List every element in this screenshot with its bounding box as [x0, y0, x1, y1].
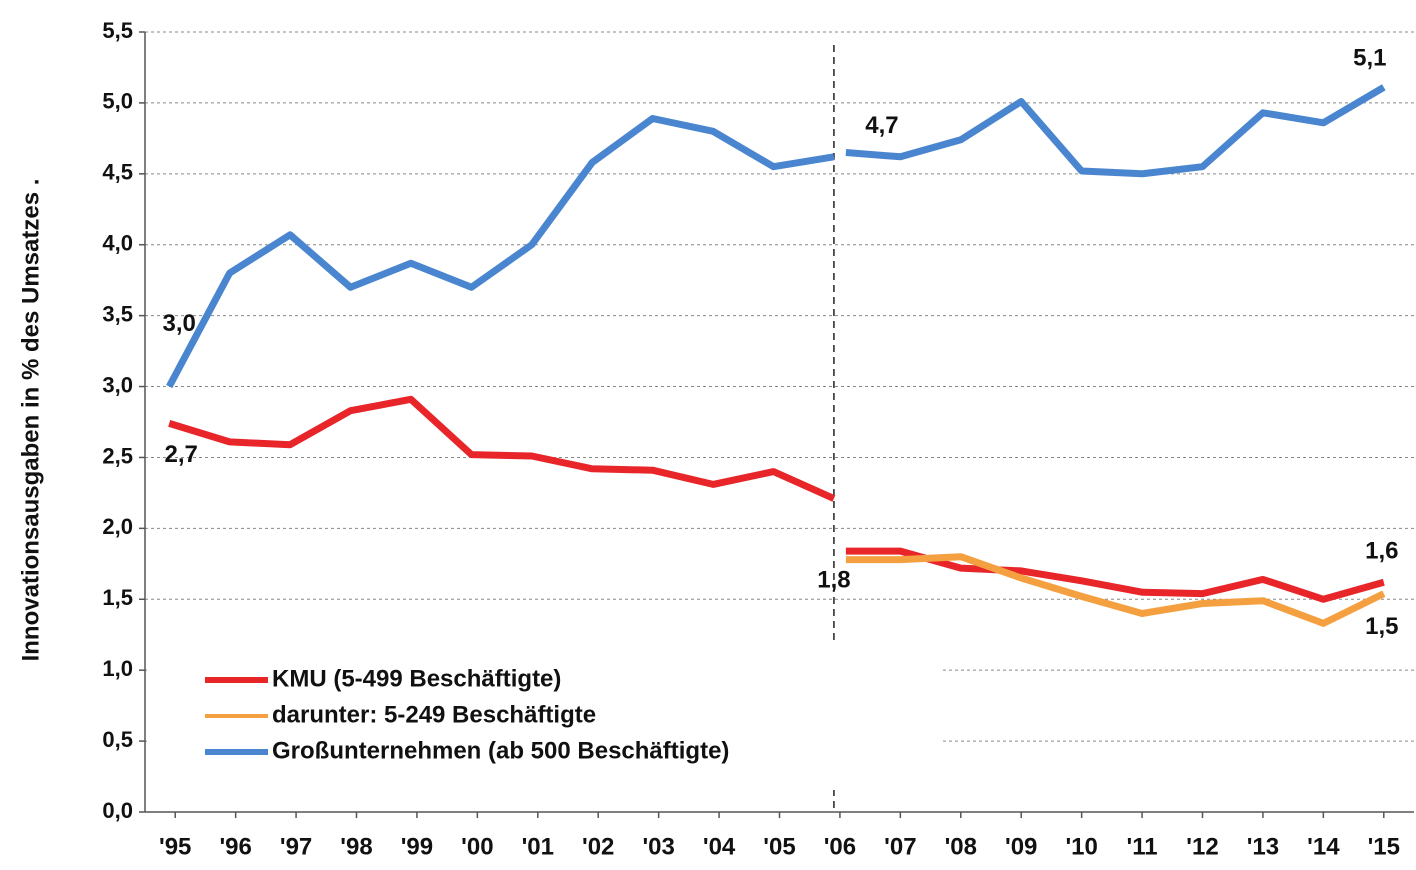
- data-label: 3,0: [163, 310, 196, 337]
- x-tick-label: '02: [582, 833, 614, 860]
- x-tick-label: '05: [763, 833, 795, 860]
- data-label: 2,7: [165, 441, 198, 468]
- legend-label: Großunternehmen (ab 500 Beschäftigte): [272, 737, 729, 764]
- x-tick-label: '97: [280, 833, 312, 860]
- x-tick-label: '09: [1005, 833, 1037, 860]
- data-label: 1,5: [1365, 613, 1398, 640]
- x-tick-label: '08: [945, 833, 977, 860]
- x-tick-label: '98: [340, 833, 372, 860]
- x-tick-label: '00: [461, 833, 493, 860]
- y-tick-label: 3,5: [102, 301, 133, 326]
- x-tick-label: '15: [1368, 833, 1400, 860]
- y-tick-label: 4,5: [102, 160, 133, 185]
- y-tick-label: 4,0: [102, 231, 133, 256]
- y-tick-label: 3,0: [102, 372, 133, 397]
- legend-label: darunter: 5-249 Beschäftigte: [272, 701, 596, 728]
- y-tick-label: 5,0: [102, 89, 133, 114]
- y-tick-label: 2,5: [102, 443, 133, 468]
- series-line: [845, 84, 1386, 178]
- x-tick-label: '04: [703, 833, 736, 860]
- y-axis-label: Innovationsausgaben in % des Umsatzes .: [17, 179, 44, 662]
- y-tick-label: 0,5: [102, 727, 133, 752]
- series-line: [166, 115, 835, 389]
- x-tick-label: '11: [1127, 833, 1158, 860]
- x-tick-label: '99: [401, 833, 433, 860]
- x-tick-label: '06: [824, 833, 856, 860]
- y-tick-label: 1,0: [102, 656, 133, 681]
- x-tick-label: '96: [219, 833, 251, 860]
- data-label: 4,7: [865, 112, 898, 139]
- y-tick-label: 5,5: [102, 18, 133, 43]
- y-tick-label: 2,0: [102, 514, 133, 539]
- series-line: [168, 395, 836, 502]
- data-label: 1,8: [817, 566, 850, 593]
- x-tick-label: '10: [1065, 833, 1097, 860]
- y-tick-label: 0,0: [102, 798, 133, 823]
- x-tick-label: '01: [522, 833, 554, 860]
- legend: KMU (5-499 Beschäftigte) darunter: 5-249 …: [147, 645, 942, 790]
- y-tick-label: 1,5: [102, 585, 133, 610]
- x-tick-label: '13: [1247, 833, 1279, 860]
- legend-box: [147, 645, 942, 790]
- x-tick-label: '14: [1307, 833, 1340, 860]
- x-tick-label: '12: [1186, 833, 1218, 860]
- x-tick-label: '03: [642, 833, 674, 860]
- data-label: 1,6: [1365, 538, 1398, 565]
- legend-label: KMU (5-499 Beschäftigte): [272, 665, 561, 692]
- data-label: 5,1: [1353, 45, 1386, 72]
- x-tick-label: '95: [159, 833, 191, 860]
- series-line: [845, 553, 1386, 627]
- x-tick-label: '07: [884, 833, 916, 860]
